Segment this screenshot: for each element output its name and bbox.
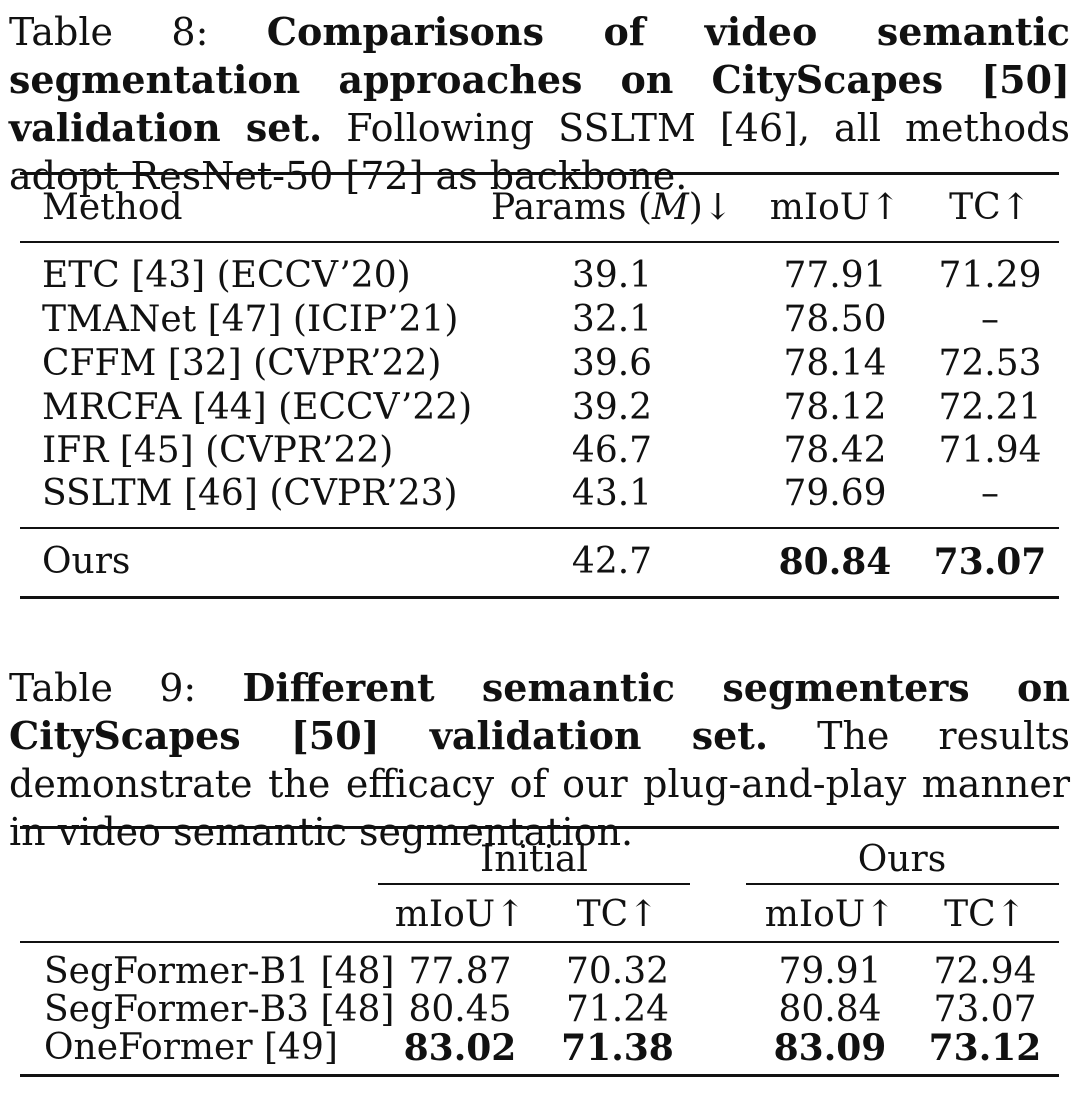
table9-header-ours-tc: TC↑	[944, 894, 1026, 935]
initial-tc-value: 70.32	[565, 951, 670, 992]
ours-miou-value: 83.09	[773, 1027, 887, 1069]
segmenter-name: SegFormer-B1 [48]	[44, 951, 395, 992]
initial-miou-value: 80.45	[408, 989, 512, 1030]
params-value: 39.1	[571, 255, 653, 296]
table8-caption-title: Comparisons of video semantic segmentati…	[9, 9, 1070, 150]
table8-header-params-var: M	[651, 187, 689, 228]
initial-tc-value: 71.38	[561, 1027, 674, 1069]
method-name: SSLTM [46] (CVPR’23)	[42, 473, 458, 514]
method-name: TMANet [47] (ICIP’21)	[42, 299, 459, 340]
method-name: CFFM [32] (CVPR’22)	[42, 343, 442, 384]
table9-top-rule	[20, 826, 1059, 829]
miou-value: 78.14	[783, 343, 887, 384]
table9-header-ours-miou: mIoU↑	[764, 894, 896, 935]
table9-header-initial-miou: mIoU↑	[394, 894, 526, 935]
table8-caption-label: Table 8:	[9, 10, 209, 54]
table9-header-rule	[20, 941, 1059, 943]
table8-bottom-rule	[20, 596, 1059, 599]
initial-miou-value: 83.02	[403, 1027, 517, 1069]
table8-header-rule	[20, 241, 1059, 243]
table8-header-miou: mIoU↑	[769, 187, 901, 228]
table9-caption-text: The results demonstrate the efficacy of …	[9, 714, 1070, 854]
table8-top-rule	[20, 172, 1059, 175]
params-value: 43.1	[571, 473, 653, 514]
miou-value: 78.12	[783, 387, 887, 428]
table8-header-tc: TC↑	[949, 187, 1031, 228]
tc-value: 71.94	[938, 430, 1042, 471]
ours-tc-value: 73.07	[933, 989, 1037, 1030]
table8-caption: Table 8: Comparisons of video semantic s…	[9, 8, 1070, 200]
tc-value: 71.29	[938, 255, 1042, 296]
miou-value: 80.84	[778, 541, 892, 583]
table9-ours-cmidrule	[746, 883, 1059, 885]
table8-caption-text: Following SSLTM [46], all methods adopt …	[9, 106, 1070, 198]
table9-header-initial-tc: TC↑	[576, 894, 659, 935]
table8-ours-rule	[20, 527, 1059, 529]
table8-header-params-pre: Params (	[491, 187, 652, 228]
initial-tc-value: 71.24	[565, 989, 670, 1030]
initial-miou-value: 77.87	[408, 951, 512, 992]
params-value: 46.7	[571, 430, 653, 471]
miou-value: 78.42	[783, 430, 887, 471]
table9-initial-cmidrule	[378, 883, 690, 885]
table8-header-params-post: )↓	[688, 187, 733, 228]
table9-bottom-rule	[20, 1074, 1059, 1077]
table9-caption-title: Different semantic segmenters on CitySca…	[9, 665, 1071, 758]
table9-group-initial: Initial	[480, 839, 588, 880]
segmenter-name: OneFormer [49]	[44, 1027, 338, 1068]
table9-group-ours: Ours	[857, 839, 947, 880]
miou-value: 78.50	[783, 299, 887, 340]
miou-value: 77.91	[783, 255, 887, 296]
tc-value: –	[981, 299, 999, 340]
tc-value: 72.21	[938, 387, 1042, 428]
miou-value: 79.69	[783, 473, 887, 514]
params-value: 42.7	[571, 541, 653, 582]
tc-value: 72.53	[938, 343, 1042, 384]
ours-tc-value: 72.94	[933, 951, 1037, 992]
table9-caption-label: Table 9:	[9, 666, 197, 710]
method-name: IFR [45] (CVPR’22)	[42, 430, 394, 471]
params-value: 32.1	[571, 299, 653, 340]
ours-miou-value: 80.84	[778, 989, 882, 1030]
segmenter-name: SegFormer-B3 [48]	[44, 989, 395, 1030]
method-name: MRCFA [44] (ECCV’22)	[42, 387, 473, 428]
params-value: 39.2	[571, 387, 653, 428]
tc-value: –	[981, 473, 999, 514]
ours-tc-value: 73.12	[928, 1027, 1042, 1069]
method-name: ETC [43] (ECCV’20)	[42, 255, 411, 296]
ours-miou-value: 79.91	[778, 951, 882, 992]
table8-header-method: Method	[42, 187, 183, 228]
params-value: 39.6	[571, 343, 653, 384]
table8-header-params: Params (M)↓	[482, 186, 742, 230]
table9-caption: Table 9: Different semantic segmenters o…	[9, 664, 1070, 856]
tc-value: 73.07	[933, 541, 1047, 583]
method-name: Ours	[42, 541, 131, 582]
